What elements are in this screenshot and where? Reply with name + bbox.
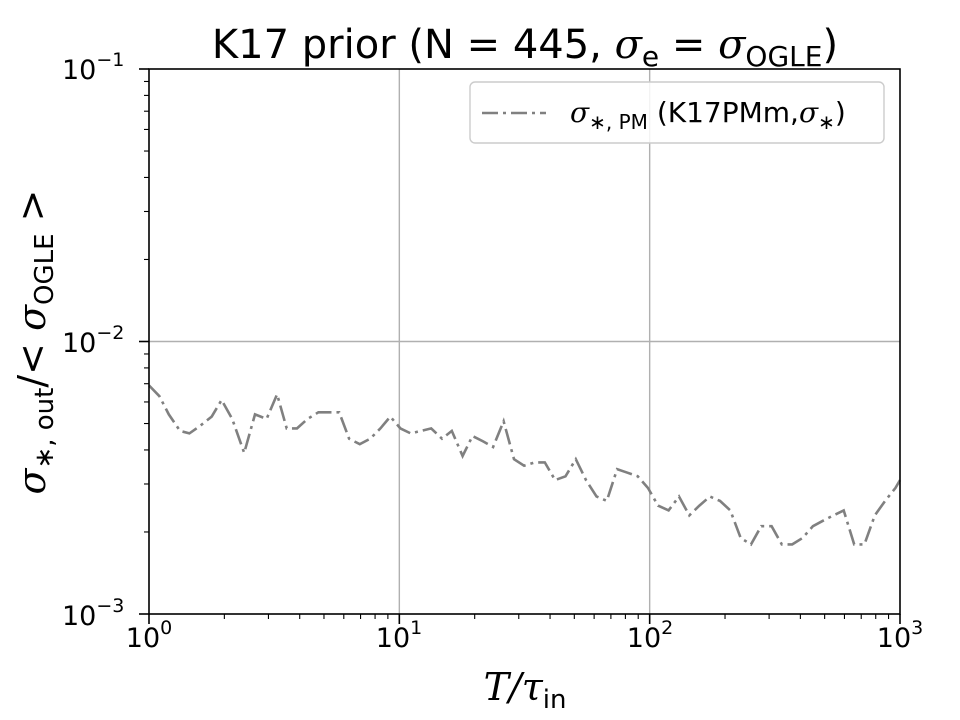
series-line-sigma-pm — [148, 384, 902, 547]
major-ticks — [139, 68, 901, 624]
y-tick-labels: 10−3 10−2 10−1 — [62, 49, 124, 632]
y-tick-label-1: 10−2 — [62, 322, 124, 359]
grid — [149, 69, 900, 614]
y-tick-label-2: 10−1 — [62, 49, 124, 86]
y-tick-label-0: 10−3 — [62, 595, 124, 632]
legend-entry-label: σ∗, PM (K17PMm,σ∗) — [570, 96, 846, 134]
x-axis-label: T/τin — [484, 665, 567, 715]
legend: σ∗, PM (K17PMm,σ∗) — [469, 81, 885, 144]
x-tick-label-3: 103 — [877, 617, 923, 654]
legend-box — [469, 81, 885, 144]
x-tick-label-1: 101 — [376, 617, 422, 654]
x-tick-label-0: 100 — [126, 617, 172, 654]
x-tick-labels: 100 101 102 103 — [126, 617, 923, 654]
x-tick-label-2: 102 — [627, 617, 673, 654]
y-axis-label: σ∗, out/< σOGLE > — [10, 190, 60, 495]
chart-title: K17 prior (N = 445, σe = σOGLE) — [212, 22, 838, 73]
minor-ticks — [144, 80, 890, 619]
